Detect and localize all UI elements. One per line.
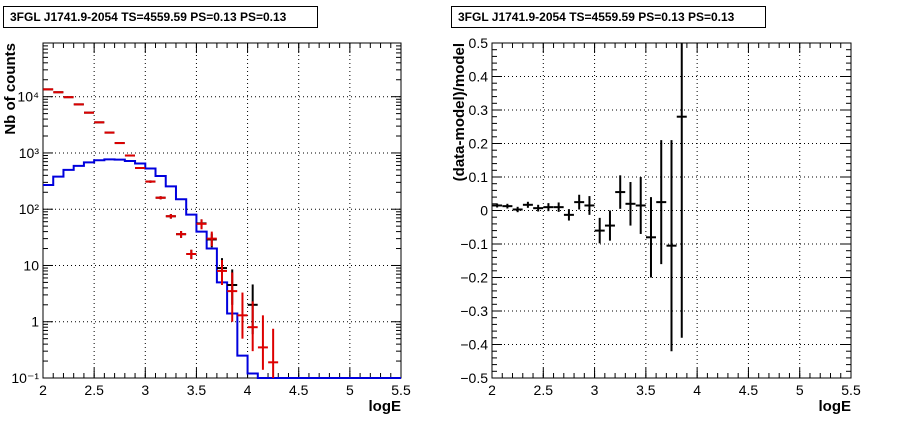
- x-tick-label: 3: [141, 382, 149, 398]
- y-tick-label: 10⁻¹: [11, 370, 39, 386]
- y-tick-label: 0: [480, 203, 488, 219]
- y-axis-label: (data-model)/model: [451, 43, 468, 181]
- y-tick-label: −0.5: [460, 370, 488, 386]
- x-tick-label: 3.5: [636, 382, 656, 398]
- right-plot-title: 3FGL J1741.9-2054 TS=4559.59 PS=0.13 PS=…: [451, 6, 766, 28]
- x-tick-label: 4.5: [289, 382, 309, 398]
- x-tick-label: 5.5: [391, 382, 411, 398]
- x-tick-label: 4: [693, 382, 701, 398]
- y-tick-label: −0.2: [460, 270, 488, 286]
- y-tick-label: 0.1: [469, 169, 489, 185]
- y-axis-label: Nb of counts: [2, 43, 19, 135]
- x-axis-label: logE: [819, 398, 852, 415]
- x-tick-label: 2.5: [84, 382, 104, 398]
- left-plot-title: 3FGL J1741.9-2054 TS=4559.59 PS=0.13 PS=…: [3, 6, 318, 28]
- x-tick-label: 3: [591, 382, 599, 398]
- y-tick-label: 0.3: [469, 102, 489, 118]
- y-tick-label: 0.4: [469, 69, 489, 85]
- y-tick-label: −0.4: [460, 337, 488, 353]
- x-tick-label: 2: [488, 382, 496, 398]
- y-tick-label: 0.5: [469, 35, 489, 51]
- x-tick-label: 3.5: [187, 382, 207, 398]
- y-tick-label: 10²: [19, 201, 40, 217]
- x-tick-label: 2.5: [534, 382, 554, 398]
- y-tick-label: 10⁴: [17, 89, 39, 105]
- x-tick-label: 5.5: [841, 382, 861, 398]
- plot-frame: [42, 42, 402, 379]
- x-tick-label: 5: [796, 382, 804, 398]
- y-tick-label: −0.3: [460, 303, 488, 319]
- model-histogram: [43, 158, 401, 379]
- x-tick-label: 4: [244, 382, 252, 398]
- y-tick-label: 0.2: [469, 136, 489, 152]
- y-tick-label: 10: [23, 257, 39, 273]
- x-axis-label: logE: [369, 398, 402, 415]
- y-tick-label: 1: [31, 314, 39, 330]
- x-tick-label: 5: [346, 382, 354, 398]
- y-tick-label: 10³: [19, 145, 40, 161]
- x-tick-label: 2: [39, 382, 47, 398]
- y-tick-label: −0.1: [460, 236, 488, 252]
- x-tick-label: 4.5: [739, 382, 759, 398]
